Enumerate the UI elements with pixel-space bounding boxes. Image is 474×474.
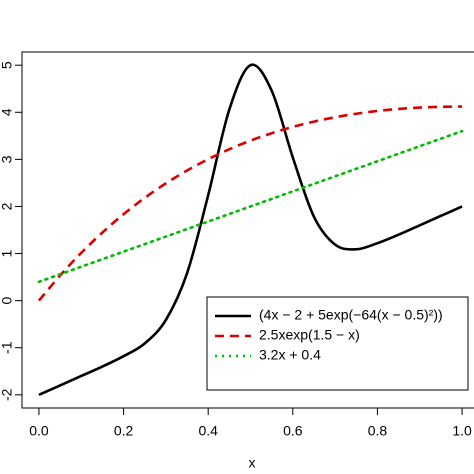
- y-tick-label: 2: [0, 202, 15, 210]
- plot-frame: [21, 51, 474, 409]
- y-tick-label: 0: [0, 297, 15, 305]
- y-tick-label: 4: [0, 108, 15, 116]
- x-tick-label: 0.2: [114, 423, 134, 439]
- y-tick-label: -2: [0, 388, 15, 401]
- x-tick-label: 0.6: [283, 423, 303, 439]
- y-tick-label: 3: [0, 155, 15, 163]
- line-series: [38, 63, 463, 397]
- line-series: [37, 129, 464, 284]
- legend-label: 3.2x + 0.4: [259, 347, 321, 363]
- x-tick-label: 1.0: [452, 423, 472, 439]
- y-tick-label: 5: [0, 61, 15, 69]
- legend-label: 2.5xexp(1.5 − x): [259, 327, 360, 343]
- x-tick-label: 0.4: [198, 423, 218, 439]
- x-tick-label: 0.8: [368, 423, 388, 439]
- legend-label: (4x − 2 + 5exp(−64(x − 0.5)²)): [259, 307, 443, 323]
- y-tick-label: -1: [0, 341, 15, 354]
- x-axis-label: x: [249, 455, 256, 471]
- legend-box: [206, 296, 469, 391]
- line-series: [37, 105, 463, 302]
- x-tick-label: 0.0: [29, 423, 49, 439]
- y-tick-label: 1: [0, 249, 15, 257]
